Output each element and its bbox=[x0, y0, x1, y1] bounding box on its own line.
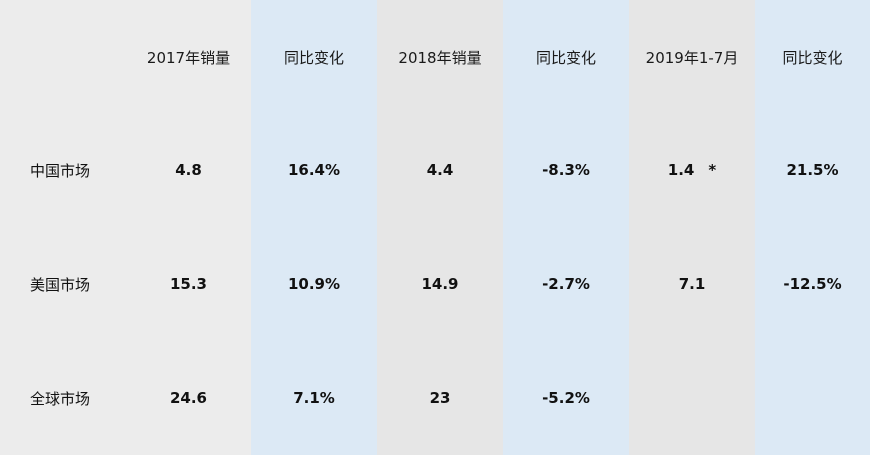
col-2018-bg bbox=[377, 0, 503, 455]
cell-usa-2017-yoy: 10.9% bbox=[287, 275, 341, 293]
cell-china-2019-sales: 1.4 * bbox=[629, 153, 755, 187]
cell-china-2019-sales-value: 1.4 bbox=[667, 161, 695, 179]
label-column-bg bbox=[0, 0, 126, 455]
col-2018-yoy-bg bbox=[503, 0, 629, 455]
cell-usa-2019-yoy: -12.5% bbox=[783, 275, 842, 293]
header-2019-sales: 2019年1-7月 bbox=[645, 48, 739, 67]
col-2017-yoy-bg bbox=[251, 0, 377, 455]
header-2017-sales: 2017年销量 bbox=[146, 48, 231, 67]
cell-usa-2017-sales: 15.3 bbox=[169, 275, 207, 293]
cell-china-2017-sales: 4.8 bbox=[175, 161, 202, 179]
header-2018-sales: 2018年销量 bbox=[398, 48, 482, 67]
header-2017-yoy: 同比变化 bbox=[283, 48, 344, 67]
cell-china-2017-yoy: 16.4% bbox=[287, 161, 341, 179]
header-2018-yoy: 同比变化 bbox=[535, 48, 596, 67]
cell-china-2018-yoy: -8.3% bbox=[542, 161, 590, 179]
cell-global-2019-yoy bbox=[755, 381, 870, 415]
cell-china-2019-yoy: 21.5% bbox=[786, 161, 839, 179]
row-label-usa: 美国市场 bbox=[30, 275, 91, 294]
col-2019-yoy-bg bbox=[755, 0, 870, 455]
cell-global-2019-sales bbox=[629, 381, 755, 415]
cell-usa-2019-sales: 7.1 bbox=[678, 275, 706, 293]
col-2019-bg bbox=[629, 0, 755, 455]
cell-global-2018-sales: 23 bbox=[429, 389, 451, 407]
cell-usa-2018-yoy: -2.7% bbox=[542, 275, 590, 293]
footnote-asterisk: * bbox=[708, 161, 717, 179]
header-2019-yoy: 同比变化 bbox=[782, 48, 843, 67]
cell-global-2017-yoy: 7.1% bbox=[293, 389, 335, 407]
row-label-china: 中国市场 bbox=[30, 161, 91, 180]
cell-china-2018-sales: 4.4 bbox=[426, 161, 454, 179]
col-2017-bg bbox=[126, 0, 251, 455]
cell-global-2017-sales: 24.6 bbox=[169, 389, 207, 407]
cell-usa-2018-sales: 14.9 bbox=[421, 275, 459, 293]
row-label-global: 全球市场 bbox=[30, 389, 91, 408]
cell-global-2018-yoy: -5.2% bbox=[542, 389, 590, 407]
